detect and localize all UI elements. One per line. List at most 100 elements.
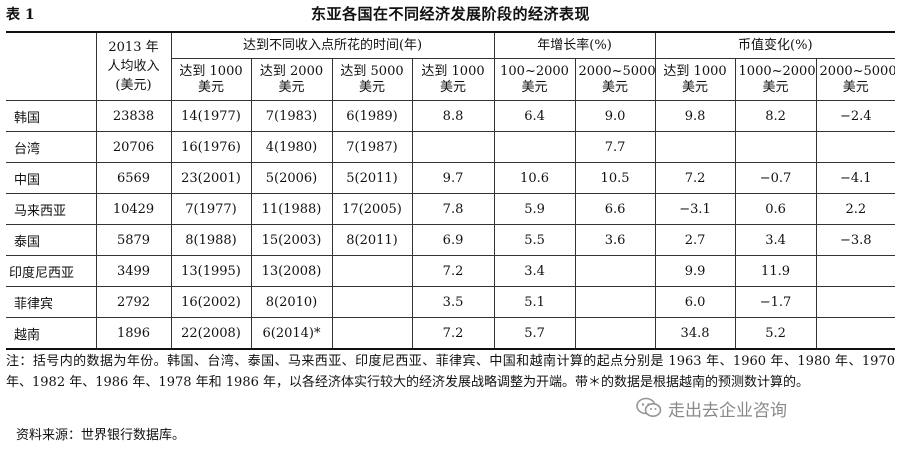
header-group-time: 达到不同收入点所花的时间(年) [170, 33, 495, 59]
cell-c1000: 2.7 [654, 224, 736, 256]
cell-t5000: 6(1989) [331, 100, 413, 132]
cell-c1000-2000: 0.6 [734, 193, 817, 225]
cell-g2000-5000 [574, 317, 656, 348]
cell-t1000: 8(1988) [170, 224, 252, 256]
subheader-line: 2000~5000 [578, 63, 656, 79]
cell-g2000-5000: 9.0 [574, 100, 656, 132]
cell-g1000: 8.8 [411, 100, 495, 132]
cell-country: 印度尼西亚 [6, 255, 97, 287]
cell-income: 3499 [95, 255, 172, 287]
subheader-line: 达到 2000 [259, 63, 324, 79]
cell-g1000: 7.2 [411, 317, 495, 348]
cell-country: 韩国 [6, 100, 97, 132]
cell-country: 马来西亚 [6, 193, 97, 225]
cell-c2000-5000: −4.1 [815, 162, 896, 194]
table-number: 表 1 [6, 7, 35, 23]
subheader-line: 达到 1000 [179, 63, 243, 79]
table-row: 马来西亚 10429 7(1977) 11(1988) 17(2005) 7.8… [6, 193, 896, 225]
cell-c1000-2000: −0.7 [734, 162, 817, 194]
cell-t1000: 22(2008) [170, 317, 252, 348]
subheader-growth-1000: 达到 1000 美元 [411, 58, 495, 101]
cell-income: 6569 [95, 162, 172, 194]
cell-c1000: −3.1 [654, 193, 736, 225]
cell-t5000 [331, 286, 413, 318]
cell-c1000: 6.0 [654, 286, 736, 318]
wechat-icon [636, 397, 662, 419]
table-footnote: 注：括号内的数据为年份。韩国、台湾、泰国、马来西亚、印度尼西亚、菲律宾、中国和越… [6, 354, 895, 390]
economic-performance-table: 2013 年 人均收入 (美元) 达到不同收入点所花的时间(年) 年增长率(%)… [6, 33, 896, 348]
cell-t2000: 4(1980) [250, 131, 333, 163]
table-row: 泰国 5879 8(1988) 15(2003) 8(2011) 6.9 5.5… [6, 224, 896, 256]
subheader-time-2000: 达到 2000 美元 [250, 58, 333, 101]
header-country-blank [6, 33, 97, 101]
cell-c1000-2000: 3.4 [734, 224, 817, 256]
subheader-currency-1000: 达到 1000 美元 [654, 58, 736, 101]
cell-t2000: 15(2003) [250, 224, 333, 256]
cell-g2000-5000 [574, 286, 656, 318]
header-income-line3: (美元) [115, 78, 152, 93]
table-row: 韩国 23838 14(1977) 7(1983) 6(1989) 8.8 6.… [6, 100, 896, 132]
cell-g1000: 3.5 [411, 286, 495, 318]
cell-country: 越南 [6, 317, 97, 348]
cell-t1000: 7(1977) [170, 193, 252, 225]
cell-g1000: 7.2 [411, 255, 495, 287]
cell-income: 2792 [95, 286, 172, 318]
cell-t5000: 5(2011) [331, 162, 413, 194]
cell-g2000-5000 [574, 255, 656, 287]
cell-g100-2000: 5.7 [493, 317, 576, 348]
subheader-currency-2000-5000: 2000~5000 美元 [815, 58, 896, 101]
subheader-line: 美元 [440, 79, 467, 95]
table-row: 印度尼西亚 3499 13(1995) 13(2008) 7.2 3.4 9.9… [6, 255, 896, 287]
cell-g2000-5000: 3.6 [574, 224, 656, 256]
header-income-line2: 人均收入 [107, 59, 160, 74]
cell-c1000-2000: −1.7 [734, 286, 817, 318]
cell-t2000: 11(1988) [250, 193, 333, 225]
subheader-time-5000: 达到 5000 美元 [331, 58, 413, 101]
watermark: 走出去企业咨询 [636, 396, 787, 421]
cell-g100-2000: 10.6 [493, 162, 576, 194]
cell-income: 1896 [95, 317, 172, 348]
table-row: 中国 6569 23(2001) 5(2006) 5(2011) 9.7 10.… [6, 162, 896, 194]
subheader-line: 美元 [197, 79, 224, 95]
table-title: 东亚各国在不同经济发展阶段的经济表现 [310, 5, 590, 23]
cell-g2000-5000: 7.7 [574, 131, 656, 163]
cell-g1000: 6.9 [411, 224, 495, 256]
cell-country: 泰国 [6, 224, 97, 256]
cell-t2000: 5(2006) [250, 162, 333, 194]
cell-income: 5879 [95, 224, 172, 256]
cell-g100-2000: 3.4 [493, 255, 576, 287]
cell-g1000 [411, 131, 495, 163]
data-table-container: 2013 年 人均收入 (美元) 达到不同收入点所花的时间(年) 年增长率(%)… [6, 31, 896, 350]
cell-c2000-5000 [815, 317, 896, 348]
cell-c2000-5000: 2.2 [815, 193, 896, 225]
cell-c1000-2000: 11.9 [734, 255, 817, 287]
cell-c1000 [654, 131, 736, 163]
subheader-line: 美元 [278, 79, 305, 95]
table-row: 菲律宾 2792 16(2002) 8(2010) 3.5 5.1 6.0 −1… [6, 286, 896, 318]
cell-t2000: 7(1983) [250, 100, 333, 132]
cell-t1000: 16(2002) [170, 286, 252, 318]
header-group-growth: 年增长率(%) [493, 33, 656, 59]
table-row: 台湾 20706 16(1976) 4(1980) 7(1987) 7.7 [6, 131, 896, 163]
cell-c1000-2000 [734, 131, 817, 163]
cell-t1000: 14(1977) [170, 100, 252, 132]
cell-g100-2000: 5.9 [493, 193, 576, 225]
watermark-text: 走出去企业咨询 [668, 400, 787, 421]
cell-income: 23838 [95, 100, 172, 132]
cell-t1000: 23(2001) [170, 162, 252, 194]
subheader-growth-2000-5000: 2000~5000 美元 [574, 58, 656, 101]
cell-t5000: 17(2005) [331, 193, 413, 225]
table-caption: 表 1 东亚各国在不同经济发展阶段的经济表现 [0, 2, 901, 26]
cell-c2000-5000 [815, 286, 896, 318]
cell-t5000: 8(2011) [331, 224, 413, 256]
cell-g2000-5000: 10.5 [574, 162, 656, 194]
cell-c1000-2000: 8.2 [734, 100, 817, 132]
cell-c1000: 7.2 [654, 162, 736, 194]
cell-country: 菲律宾 [6, 286, 97, 318]
cell-t2000: 13(2008) [250, 255, 333, 287]
cell-country: 台湾 [6, 131, 97, 163]
cell-g1000: 7.8 [411, 193, 495, 225]
cell-c2000-5000: −2.4 [815, 100, 896, 132]
header-income-2013: 2013 年 人均收入 (美元) [95, 33, 172, 101]
cell-c1000: 34.8 [654, 317, 736, 348]
